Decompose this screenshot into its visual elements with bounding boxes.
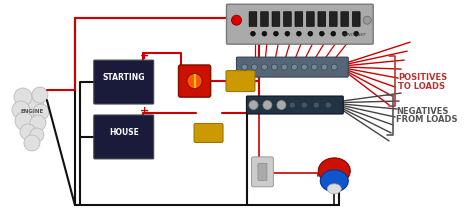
FancyBboxPatch shape (249, 12, 257, 27)
Circle shape (33, 104, 49, 120)
Circle shape (319, 31, 324, 36)
Circle shape (249, 101, 258, 109)
Text: STARTING: STARTING (102, 73, 145, 82)
Text: PANCOAST: PANCOAST (343, 33, 366, 37)
Circle shape (263, 101, 272, 109)
FancyBboxPatch shape (246, 96, 343, 114)
Circle shape (30, 128, 44, 142)
Circle shape (289, 102, 295, 108)
Circle shape (321, 64, 327, 70)
Circle shape (277, 102, 283, 108)
FancyBboxPatch shape (295, 12, 303, 27)
FancyBboxPatch shape (227, 4, 373, 44)
Circle shape (311, 64, 317, 70)
Circle shape (12, 101, 30, 119)
Circle shape (363, 16, 371, 24)
FancyBboxPatch shape (179, 65, 210, 97)
Circle shape (285, 31, 290, 36)
Circle shape (187, 73, 202, 89)
Circle shape (32, 87, 48, 103)
Circle shape (325, 102, 331, 108)
FancyBboxPatch shape (226, 71, 255, 92)
Circle shape (342, 31, 347, 36)
Text: +: + (140, 106, 149, 116)
Circle shape (262, 31, 267, 36)
FancyBboxPatch shape (258, 163, 267, 180)
FancyBboxPatch shape (261, 12, 268, 27)
Circle shape (277, 101, 286, 109)
Circle shape (20, 93, 44, 117)
Circle shape (241, 64, 247, 70)
Circle shape (231, 15, 241, 25)
Circle shape (273, 31, 278, 36)
Circle shape (250, 31, 255, 36)
Circle shape (313, 102, 319, 108)
Circle shape (301, 64, 307, 70)
Ellipse shape (319, 158, 350, 184)
Circle shape (30, 115, 46, 131)
FancyBboxPatch shape (272, 12, 280, 27)
Circle shape (282, 64, 287, 70)
FancyBboxPatch shape (94, 115, 154, 159)
Text: NEGATIVES: NEGATIVES (396, 107, 448, 116)
Text: ENGINE: ENGINE (20, 109, 44, 114)
Circle shape (24, 135, 40, 151)
Text: HOUSE: HOUSE (109, 128, 139, 137)
Circle shape (354, 31, 359, 36)
Circle shape (331, 31, 336, 36)
FancyBboxPatch shape (352, 12, 360, 27)
Ellipse shape (327, 184, 341, 194)
Circle shape (292, 64, 297, 70)
Text: POSITIVES: POSITIVES (398, 72, 447, 82)
Circle shape (20, 124, 36, 140)
FancyBboxPatch shape (237, 57, 348, 77)
Circle shape (251, 64, 257, 70)
Circle shape (262, 64, 267, 70)
Text: FROM LOADS: FROM LOADS (396, 116, 457, 124)
FancyBboxPatch shape (94, 60, 154, 104)
Text: +: + (140, 51, 149, 61)
FancyBboxPatch shape (318, 12, 326, 27)
Circle shape (331, 64, 337, 70)
Circle shape (265, 102, 272, 108)
Circle shape (15, 112, 33, 130)
Circle shape (301, 102, 307, 108)
Circle shape (272, 64, 277, 70)
FancyBboxPatch shape (194, 124, 223, 142)
Circle shape (14, 88, 32, 106)
Ellipse shape (320, 170, 348, 192)
Circle shape (308, 31, 313, 36)
FancyBboxPatch shape (306, 12, 314, 27)
Circle shape (296, 31, 301, 36)
FancyBboxPatch shape (283, 12, 291, 27)
Text: TO LOADS: TO LOADS (398, 82, 445, 91)
FancyBboxPatch shape (251, 157, 273, 187)
FancyBboxPatch shape (341, 12, 349, 27)
Circle shape (254, 102, 259, 108)
FancyBboxPatch shape (329, 12, 337, 27)
